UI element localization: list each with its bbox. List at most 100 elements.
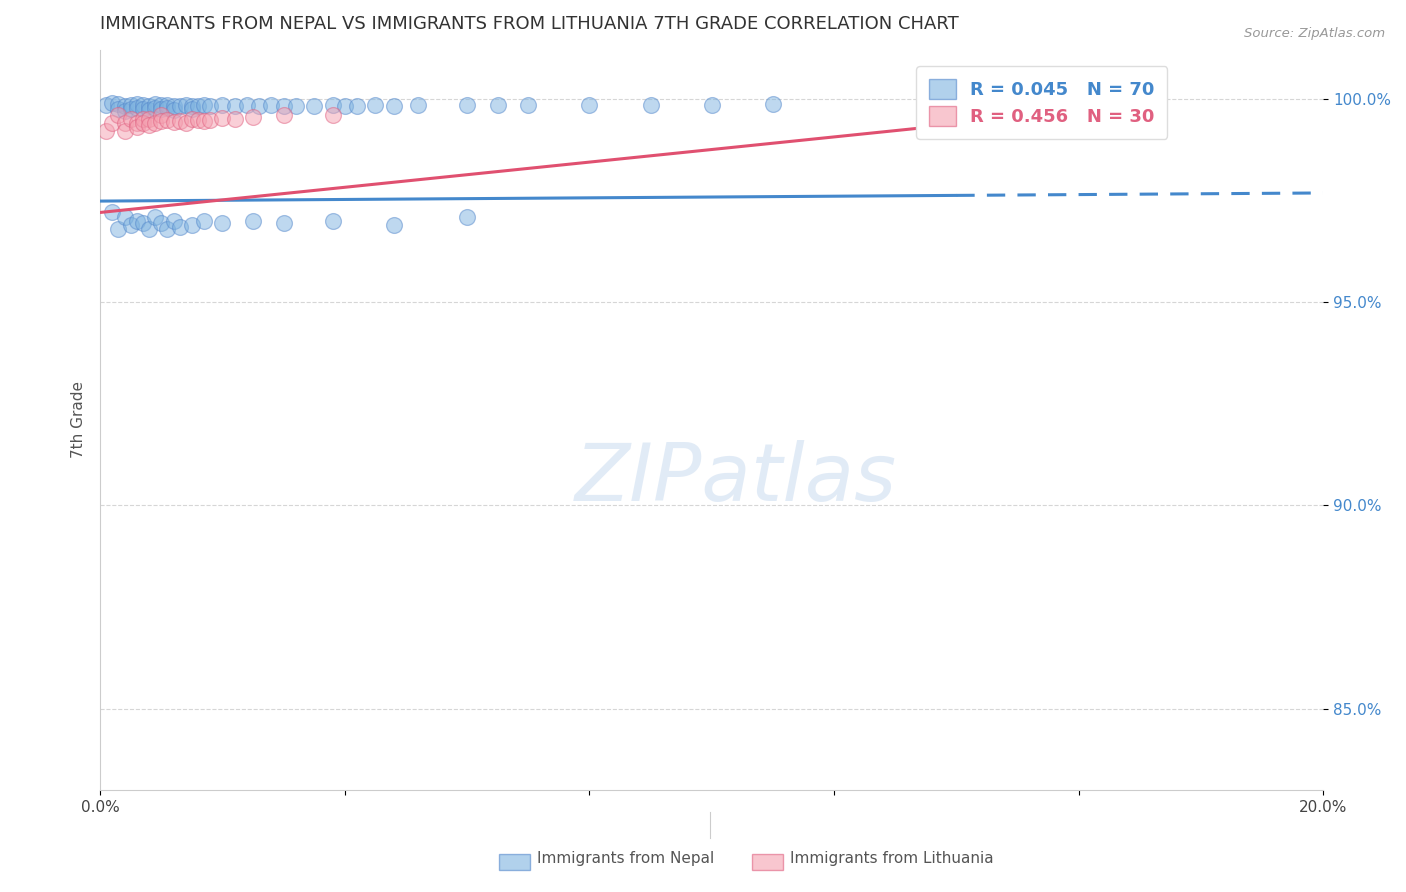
Legend: R = 0.045   N = 70, R = 0.456   N = 30: R = 0.045 N = 70, R = 0.456 N = 30 (917, 66, 1167, 138)
Point (273, 108, 295, 122)
Point (125, 116, 148, 130)
Point (346, 99, 368, 113)
Point (180, 218, 202, 232)
Point (138, 221, 160, 235)
Point (96, 124, 118, 138)
Point (242, 110, 264, 124)
Point (132, 112, 155, 126)
Point (406, 97, 429, 112)
Point (382, 98, 405, 112)
Point (107, 102, 129, 116)
Point (322, 213, 344, 227)
Point (132, 102, 155, 116)
Point (101, 116, 124, 130)
Point (125, 120, 148, 134)
Point (302, 98, 325, 112)
Point (156, 221, 179, 235)
Point (382, 218, 405, 232)
Point (322, 98, 344, 112)
Point (114, 210, 136, 224)
Point (180, 99, 202, 113)
Point (211, 216, 233, 230)
Point (486, 98, 509, 112)
Point (138, 103, 160, 117)
Point (101, 205, 124, 219)
Point (162, 115, 184, 129)
Point (162, 98, 184, 112)
Point (150, 108, 173, 122)
Point (143, 102, 166, 116)
Point (101, 95, 124, 110)
Point (143, 116, 166, 130)
Point (1007, 92, 1029, 106)
Point (120, 112, 142, 126)
Point (150, 102, 173, 116)
Point (162, 213, 184, 227)
Point (1007, 97, 1029, 112)
Point (200, 99, 222, 113)
Point (517, 97, 540, 112)
Point (273, 216, 295, 230)
Point (193, 213, 215, 227)
Text: ZIPatlas: ZIPatlas (575, 440, 897, 518)
Point (150, 216, 173, 230)
Point (284, 99, 307, 113)
Point (260, 98, 283, 112)
Point (242, 213, 264, 227)
Point (700, 97, 723, 112)
Text: IMMIGRANTS FROM NEPAL VS IMMIGRANTS FROM LITHUANIA 7TH GRADE CORRELATION CHART: IMMIGRANTS FROM NEPAL VS IMMIGRANTS FROM… (100, 15, 959, 33)
Point (180, 112, 202, 126)
Point (156, 101, 179, 115)
Point (120, 218, 142, 232)
Point (187, 112, 209, 127)
Point (132, 116, 155, 130)
Point (114, 124, 136, 138)
Point (169, 114, 191, 128)
Point (107, 96, 129, 111)
Text: Immigrants from Nepal: Immigrants from Nepal (537, 851, 714, 865)
Point (156, 97, 179, 112)
Point (150, 114, 173, 128)
Point (211, 98, 233, 112)
Point (138, 118, 160, 132)
Point (162, 103, 184, 117)
Point (236, 98, 259, 112)
Point (193, 98, 215, 112)
Point (120, 97, 142, 112)
Point (125, 96, 148, 111)
Point (138, 98, 160, 112)
Point (224, 112, 246, 126)
Point (138, 112, 160, 126)
Point (156, 112, 179, 127)
Point (200, 112, 222, 127)
Point (107, 108, 129, 122)
Point (96, 97, 118, 112)
Point (143, 97, 166, 112)
Point (273, 98, 295, 112)
Point (456, 98, 478, 112)
Point (180, 102, 202, 116)
Text: Immigrants from Lithuania: Immigrants from Lithuania (790, 851, 994, 865)
Point (333, 98, 356, 112)
Point (174, 98, 197, 112)
Point (114, 103, 136, 118)
Point (114, 99, 136, 113)
Point (125, 213, 148, 227)
Point (211, 111, 233, 125)
Point (187, 98, 209, 112)
Point (247, 99, 270, 113)
Point (125, 101, 148, 115)
Point (224, 98, 246, 112)
Point (193, 114, 215, 128)
Point (578, 97, 600, 112)
Point (640, 97, 662, 112)
Point (456, 210, 478, 224)
Point (150, 98, 173, 112)
Point (364, 98, 387, 112)
Point (114, 116, 136, 130)
Point (762, 97, 785, 112)
Point (132, 216, 155, 230)
Point (120, 102, 142, 116)
Point (143, 210, 166, 224)
Point (169, 219, 191, 234)
